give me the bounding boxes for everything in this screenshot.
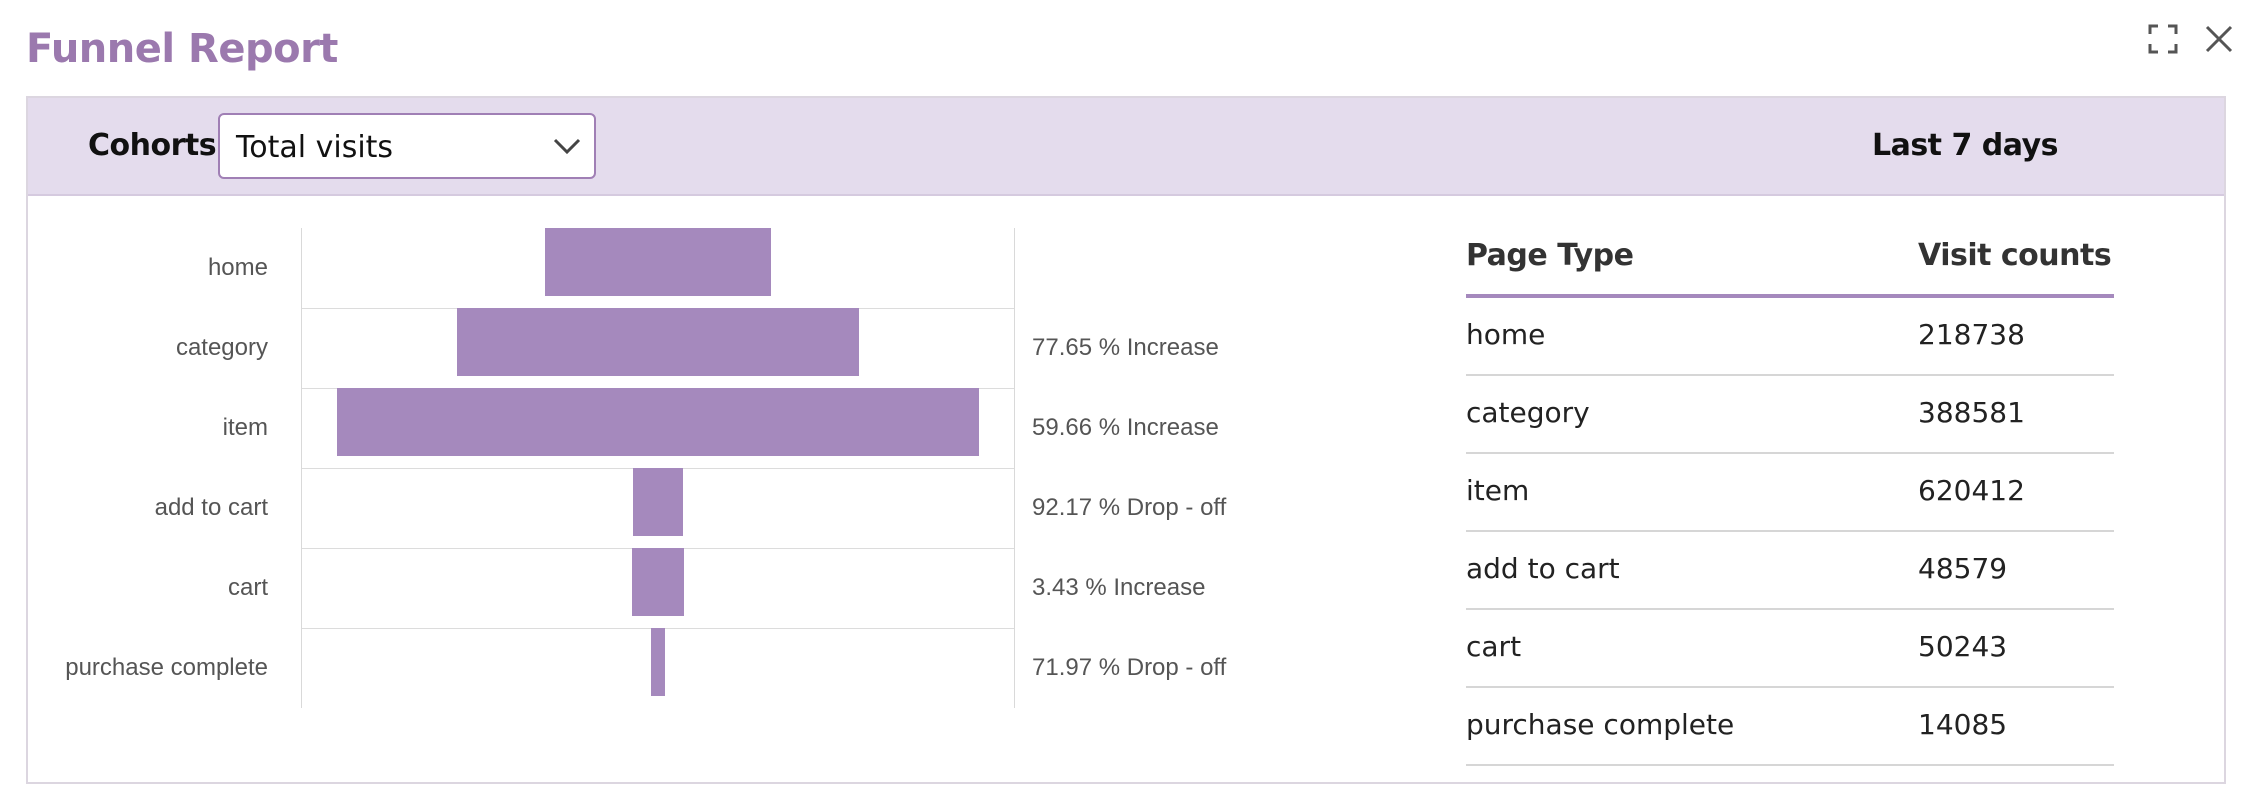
funnel-change-label: 59.66 % Increase	[1032, 414, 1219, 441]
funnel-category-label: purchase complete	[65, 654, 268, 681]
expand-icon[interactable]	[2146, 22, 2180, 56]
cell-visit-count: 48579	[1918, 552, 2008, 585]
funnel-bar	[456, 308, 860, 376]
cell-page-type: cart	[1466, 630, 1522, 663]
table-row: cart 50243	[1466, 610, 2114, 688]
cell-page-type: category	[1466, 396, 1590, 429]
cohort-select[interactable]: Total visits	[218, 113, 596, 179]
table-header: Page Type Visit counts	[1466, 224, 2114, 298]
funnel-bar	[544, 228, 772, 296]
cell-visit-count: 14085	[1918, 708, 2008, 741]
cell-page-type: item	[1466, 474, 1530, 507]
cell-page-type: purchase complete	[1466, 708, 1735, 741]
funnel-change-label: 71.97 % Drop - off	[1032, 654, 1227, 681]
funnel-bar	[632, 468, 684, 536]
header-page-type: Page Type	[1466, 238, 1634, 273]
table-row: home 218738	[1466, 298, 2114, 376]
report-panel: Cohorts Total visits Last 7 days home cat…	[26, 96, 2226, 784]
cohort-select-value: Total visits	[236, 130, 394, 165]
funnel-category-label: cart	[227, 574, 268, 601]
funnel-bar	[650, 628, 666, 696]
funnel-change-label: 3.43 % Increase	[1032, 574, 1206, 601]
funnel-bar	[632, 548, 684, 616]
cell-visit-count: 218738	[1918, 318, 2025, 351]
header-visit-counts: Visit counts	[1918, 238, 2112, 273]
funnel-chart	[301, 228, 1015, 708]
funnel-category-label: add to cart	[154, 494, 268, 521]
chevron-down-icon	[553, 138, 581, 155]
close-icon[interactable]	[2202, 22, 2236, 56]
table-row: item 620412	[1466, 454, 2114, 532]
date-range-label: Last 7 days	[1871, 128, 2059, 163]
table-row: add to cart 48579	[1466, 532, 2114, 610]
funnel-change-label: 92.17 % Drop - off	[1032, 494, 1227, 521]
report-title: Funnel Report	[26, 26, 338, 72]
cell-visit-count: 388581	[1918, 396, 2025, 429]
cell-visit-count: 50243	[1918, 630, 2008, 663]
funnel-category-label: item	[222, 414, 268, 441]
funnel-category-label: category	[175, 334, 268, 361]
funnel-category-label: home	[207, 254, 268, 281]
table-row: category 388581	[1466, 376, 2114, 454]
cohorts-label: Cohorts	[88, 128, 217, 163]
funnel-change-label: 77.65 % Increase	[1032, 334, 1219, 361]
table-row: purchase complete 14085	[1466, 688, 2114, 766]
funnel-bar	[337, 388, 979, 456]
cell-page-type: add to cart	[1466, 552, 1620, 585]
cell-visit-count: 620412	[1918, 474, 2025, 507]
cell-page-type: home	[1466, 318, 1546, 351]
visit-counts-table: Page Type Visit counts home 218738 categ…	[1466, 224, 2114, 766]
filter-toolbar: Cohorts Total visits Last 7 days	[28, 98, 2224, 196]
